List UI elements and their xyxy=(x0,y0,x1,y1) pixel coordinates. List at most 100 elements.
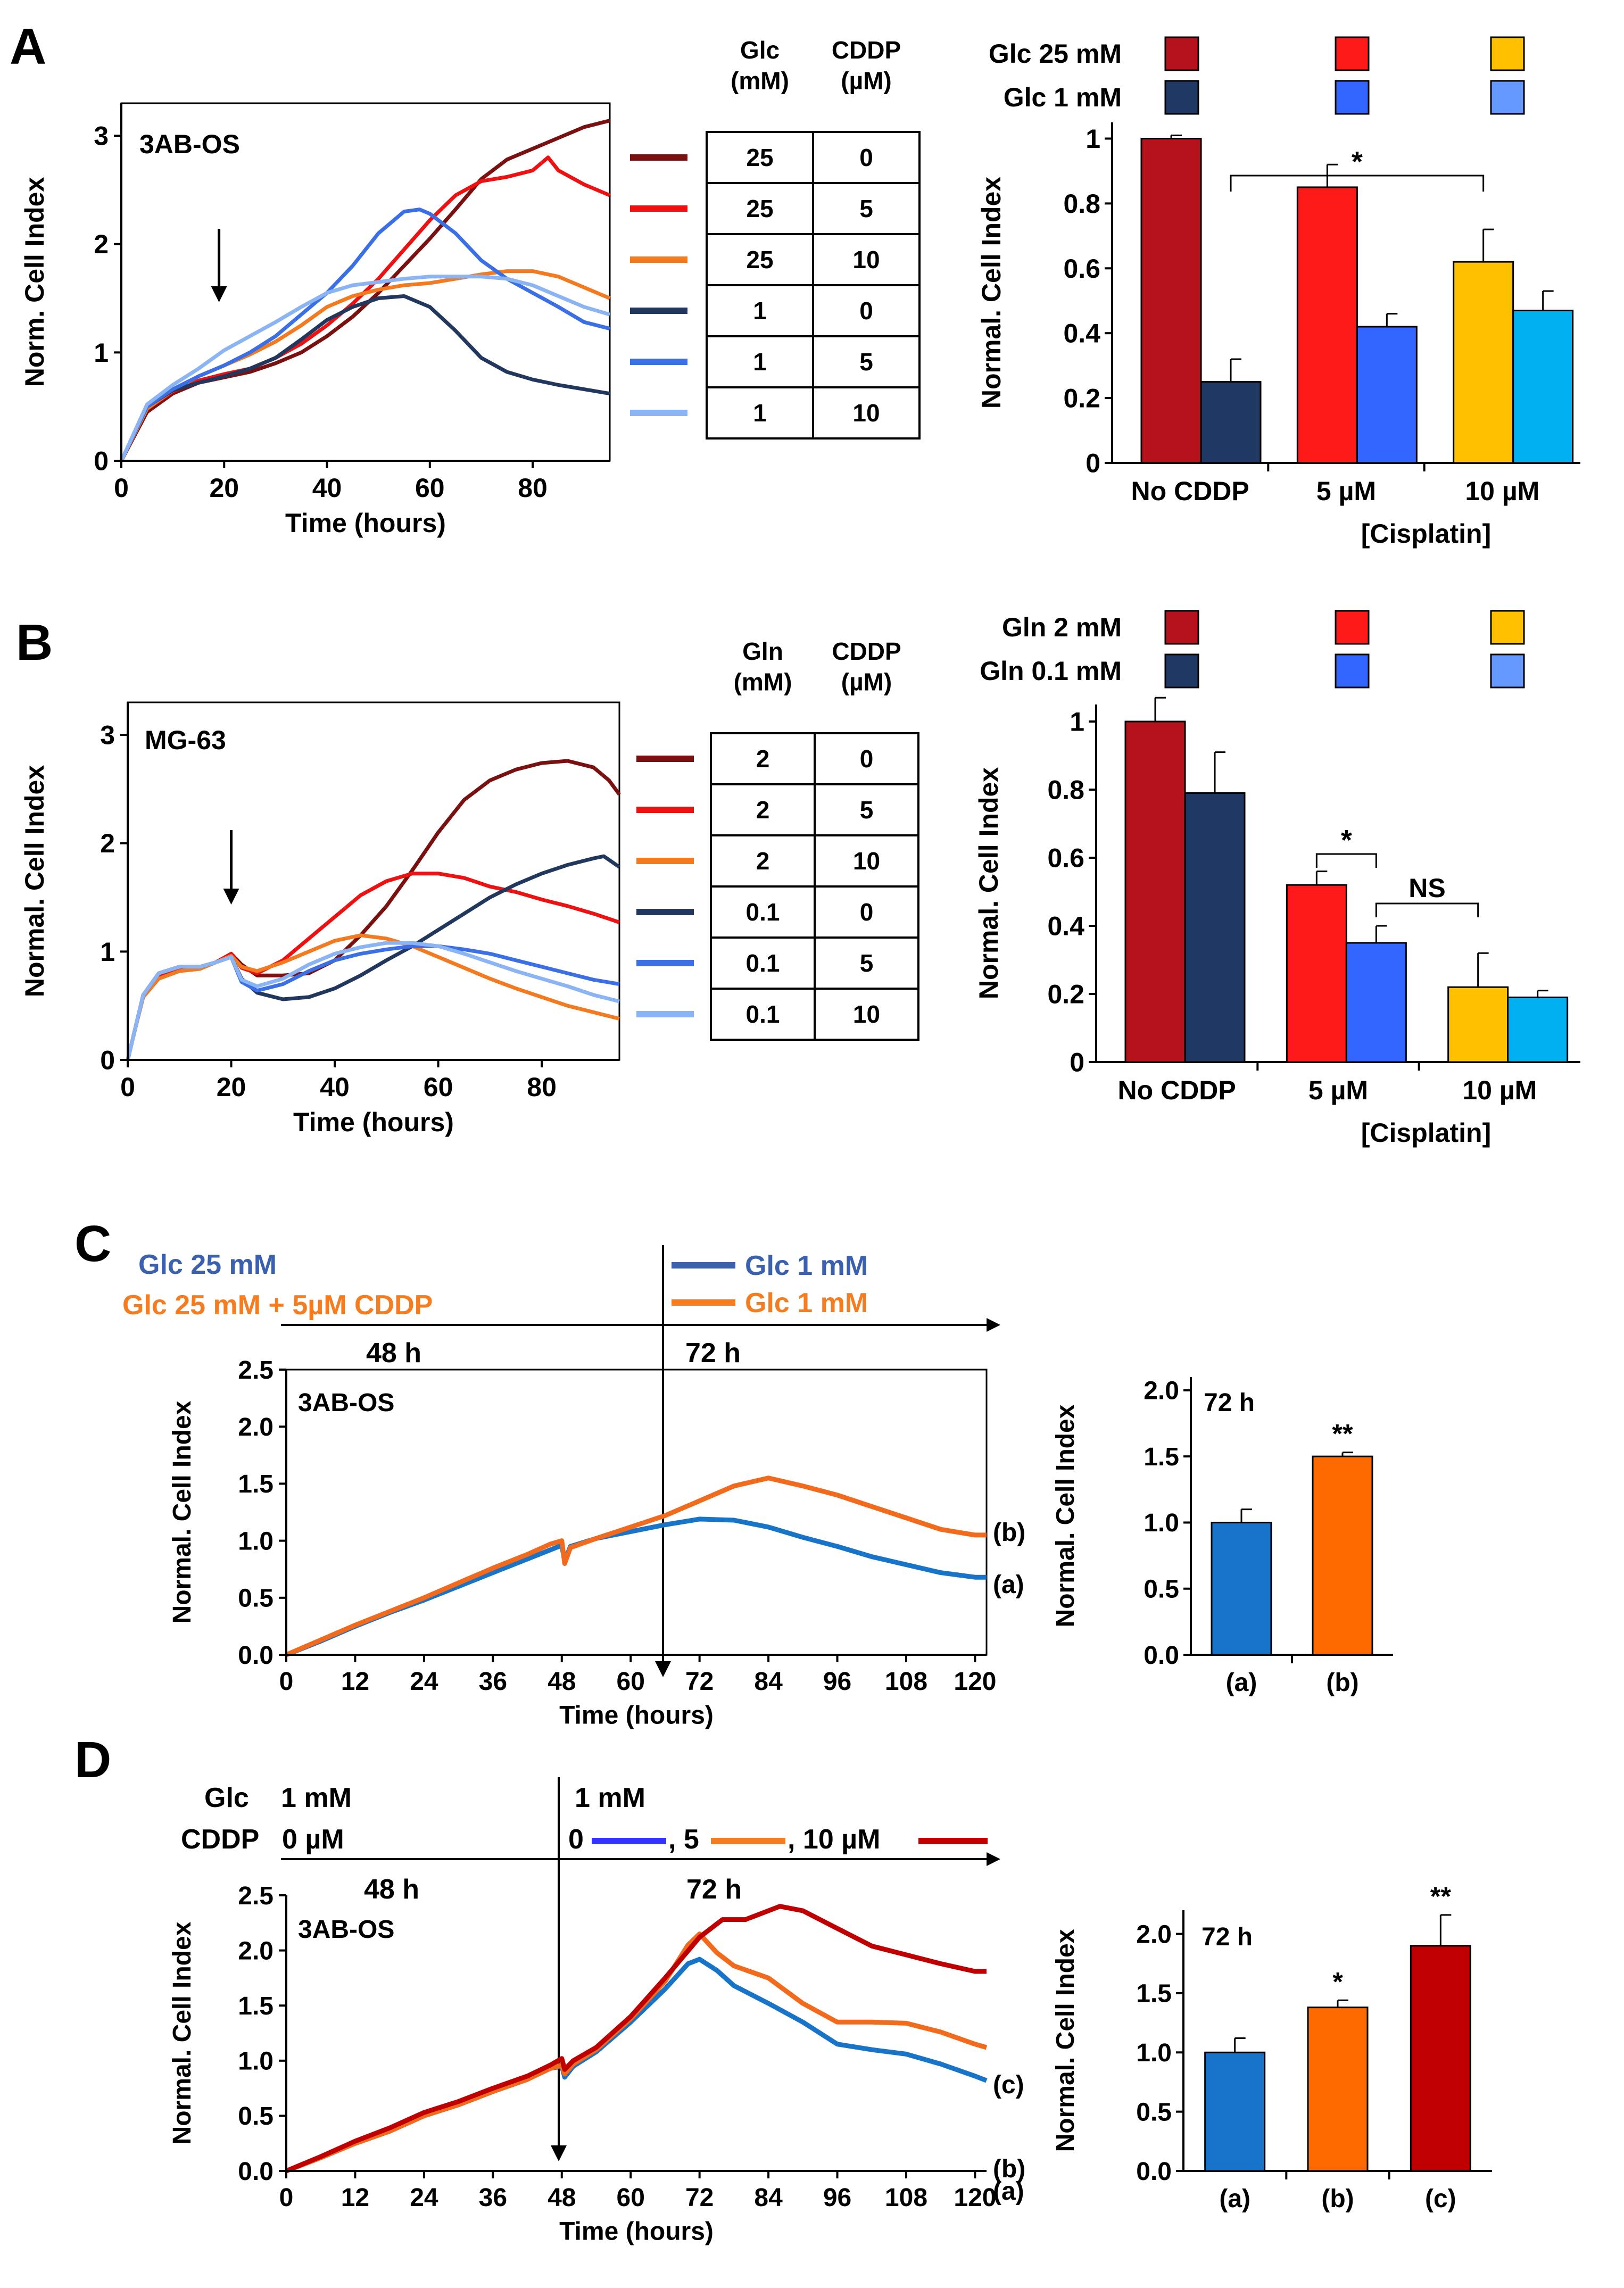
c-line-x-tick-9: 108 xyxy=(885,1668,927,1696)
a-bar-x-tick-0: No CDDP xyxy=(1131,476,1249,506)
d-line-x-tick-6: 72 xyxy=(685,2184,714,2212)
b-bar-x-label: [Cisplatin] xyxy=(1361,1118,1491,1148)
a-table-swatch-2 xyxy=(630,256,687,263)
d-line-x-tick-7: 84 xyxy=(754,2184,783,2212)
b-bar-legend-swatch-0-0 xyxy=(1164,610,1199,645)
c-line-x-tick-1: 12 xyxy=(341,1668,369,1696)
b-bar-y-tick-0: 0 xyxy=(1070,1048,1084,1077)
a-table-swatch-4 xyxy=(630,359,687,365)
a-table-header-1-line2: (µM) xyxy=(841,67,891,95)
a-table-cell-0-1: 0 xyxy=(859,144,873,171)
c-line-x-tick-5: 60 xyxy=(617,1668,645,1696)
a-table-cell-1-1: 5 xyxy=(859,195,873,222)
b-bar-y-tick-2: 0.4 xyxy=(1047,911,1084,941)
d-line-series-1 xyxy=(285,1957,988,2174)
a-table-cell-1-0: 25 xyxy=(746,195,773,222)
b-table-swatch-1 xyxy=(636,807,694,813)
c-bar-y-label: Normal. Cell Index xyxy=(1051,1404,1080,1627)
b-bar-legend-label-0: Gln 2 mM xyxy=(1002,612,1122,642)
c-bar-bar-1 xyxy=(1312,1455,1373,1656)
b-line-x-tick-3: 60 xyxy=(424,1072,453,1102)
a-bar-sig-bracket xyxy=(1230,175,1485,192)
b-bar-bar-0-1 xyxy=(1184,792,1246,1063)
a-line-arrow-head xyxy=(211,286,227,302)
b-line-series-1 xyxy=(126,759,621,1060)
a-bar-y-tick-2: 0.4 xyxy=(1063,319,1100,349)
c-bar-y-tick-1: 0.5 xyxy=(1144,1576,1179,1604)
b-table-cell-4-0: 0.1 xyxy=(746,949,780,977)
b-table-header-1-line1: CDDP xyxy=(832,637,901,665)
d-line-x-tick-0: 0 xyxy=(279,2184,294,2212)
a-bar-bar-1-1 xyxy=(1356,326,1418,464)
b-table-header-0-line1: Gln xyxy=(742,637,783,665)
b-line-y-tick-0: 0 xyxy=(100,1046,115,1075)
b-table-cell-1-0: 2 xyxy=(756,796,770,824)
b-bar-legend-swatch-1-0 xyxy=(1164,653,1199,689)
c-bar-x-tick-0: (a) xyxy=(1226,1669,1257,1697)
a-bar-x-tick-2: 10 µM xyxy=(1465,476,1539,506)
d-line-inset-label: 3AB-OS xyxy=(298,1916,394,1944)
d-bar-annotation-1: * xyxy=(1332,1966,1343,1996)
c-bar-annotation-1: ** xyxy=(1332,1419,1353,1449)
a-table-cell-4-1: 5 xyxy=(859,348,873,376)
b-line-series-6 xyxy=(126,941,620,1060)
b-bar-y-label: Normal. Cell Index xyxy=(974,767,1004,999)
c-line-y-tick-4: 2.0 xyxy=(238,1413,274,1441)
c-header-line1: Glc 25 mM xyxy=(138,1249,277,1280)
d-glc-before: 1 mM xyxy=(281,1783,352,1813)
a-bar-y-tick-3: 0.6 xyxy=(1063,254,1100,284)
b-line-inset-label: MG-63 xyxy=(145,725,226,755)
a-line-x-tick-4: 80 xyxy=(518,473,548,503)
d-line-y-tick-3: 1.5 xyxy=(238,1992,274,2020)
a-line-x-tick-0: 0 xyxy=(114,473,129,503)
d-bar-y-tick-1: 0.5 xyxy=(1136,2098,1172,2126)
a-bar-bar-0-1 xyxy=(1200,381,1262,464)
b-bar-legend-swatch-0-2 xyxy=(1490,610,1525,645)
c-bar-bar-0 xyxy=(1211,1521,1272,1656)
b-line-arrow-head xyxy=(223,889,239,905)
a-bar-legend-label-0: Glc 25 mM xyxy=(989,39,1122,69)
a-line-x-tick-1: 20 xyxy=(209,473,239,503)
a-table-swatch-3 xyxy=(630,308,687,314)
a-table-header-0-line2: (mM) xyxy=(731,67,789,95)
d-glc-label: Glc xyxy=(204,1783,249,1813)
c-line-x-tick-7: 84 xyxy=(754,1668,783,1696)
c-line-series-1 xyxy=(285,1516,987,1657)
a-line-series-5 xyxy=(119,208,610,462)
c-timeline-arrowhead xyxy=(987,1318,1000,1332)
b-bar-x-tick-2: 10 µM xyxy=(1462,1075,1537,1105)
a-table-cell-2-0: 25 xyxy=(746,246,773,273)
a-table-cell-5-1: 10 xyxy=(852,399,880,427)
a-bar-y-tick-4: 0.8 xyxy=(1063,189,1100,219)
c-bar-inset-label: 72 h xyxy=(1204,1389,1255,1417)
a-bar-x-tick-1: 5 µM xyxy=(1316,476,1376,506)
d-line-series-3 xyxy=(285,1904,987,2174)
b-line-y-tick-1: 1 xyxy=(100,937,115,967)
c-line-y-tick-3: 1.5 xyxy=(238,1470,274,1498)
d-bar-x-tick-1: (b) xyxy=(1321,2185,1354,2213)
b-line-plot-frame xyxy=(127,701,620,1061)
d-bar-x-tick-2: (c) xyxy=(1425,2185,1456,2213)
d-timeline-arrowhead xyxy=(987,1852,1000,1866)
a-bar-legend-swatch-1-0 xyxy=(1164,80,1199,115)
b-table-cell-3-0: 0.1 xyxy=(746,898,780,926)
c-line-end-label-0: (a) xyxy=(993,1571,1024,1599)
a-table-cell-0-0: 25 xyxy=(746,144,773,171)
c-line-end-label-1: (b) xyxy=(993,1519,1025,1547)
c-line-x-tick-8: 96 xyxy=(823,1668,851,1696)
d-bar-annotation-2: ** xyxy=(1430,1881,1452,1911)
d-line-end-label-1: (b) xyxy=(993,2155,1025,2183)
c-bar-y-tick-0: 0.0 xyxy=(1144,1642,1179,1670)
a-table-cell-2-1: 10 xyxy=(852,246,880,273)
c-line-x-tick-0: 0 xyxy=(279,1668,294,1696)
c-line-x-tick-6: 72 xyxy=(685,1668,714,1696)
c-line-x-tick-3: 36 xyxy=(479,1668,507,1696)
c-line-inset-label: 3AB-OS xyxy=(298,1389,394,1417)
a-bar-legend-swatch-0-0 xyxy=(1164,36,1199,71)
b-table-swatch-3 xyxy=(636,909,694,915)
a-bar-bar-0-0 xyxy=(1140,137,1202,464)
b-bar-bar-2-0 xyxy=(1447,986,1509,1063)
c-line-y-tick-1: 0.5 xyxy=(238,1585,274,1613)
b-line-y-tick-3: 3 xyxy=(100,720,115,750)
b-bar-bar-1-0 xyxy=(1286,884,1347,1063)
